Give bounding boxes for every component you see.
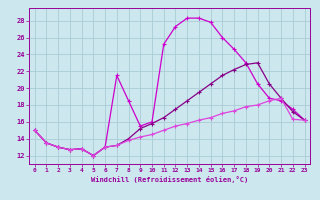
X-axis label: Windchill (Refroidissement éolien,°C): Windchill (Refroidissement éolien,°C) xyxy=(91,176,248,183)
